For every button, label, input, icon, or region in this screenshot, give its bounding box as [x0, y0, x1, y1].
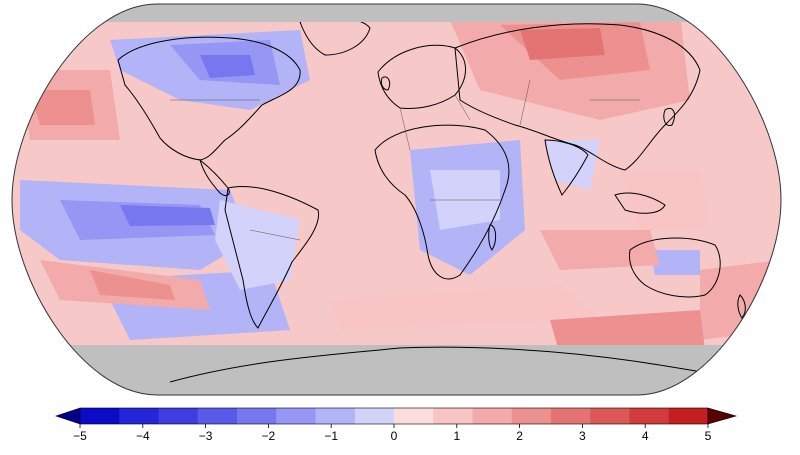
colorbar-tick-label: −5: [73, 429, 87, 443]
colorbar-segment: [80, 408, 120, 424]
coastline: [544, 139, 589, 196]
map-canvas: [11, 3, 782, 396]
anomaly-patch: [550, 310, 705, 355]
coastline: [169, 346, 761, 383]
colorbar-segment: [315, 408, 356, 424]
anomaly-patch: [120, 205, 215, 226]
coastline: [737, 294, 746, 319]
colorbar-tick-label: −4: [136, 429, 150, 443]
antarctic-missing-data: [12, 345, 781, 395]
colorbar-segment: [119, 408, 159, 424]
anomaly-map: [11, 3, 782, 396]
coastline: [117, 36, 301, 161]
coastline: [488, 224, 497, 251]
anomaly-patch: [620, 170, 710, 230]
coastline: [224, 186, 320, 329]
land-outlines: [117, 16, 746, 329]
arctic-missing-data: [12, 4, 781, 22]
colorbar-under-arrow: [55, 407, 81, 425]
anomaly-patch: [330, 285, 600, 330]
anomaly-patch: [200, 55, 255, 78]
colorbar-tick-label: −2: [262, 429, 276, 443]
colorbar-segment: [472, 408, 513, 424]
coastline: [454, 23, 701, 171]
anomaly-patch: [540, 230, 660, 270]
coastline: [663, 107, 675, 127]
colorbar-tick-label: −3: [199, 429, 213, 443]
colorbar-segment: [629, 408, 670, 424]
colorbar-segment: [237, 408, 277, 424]
colorbar-segment: [394, 408, 434, 424]
colorbar-segments: [55, 407, 738, 425]
coastline: [614, 192, 666, 214]
colorbar-tick-label: −1: [324, 429, 338, 443]
country-border: [399, 107, 411, 151]
anomaly-patches: [20, 15, 780, 355]
colorbar-segment: [158, 408, 199, 424]
country-border: [519, 79, 531, 126]
colorbar-segment: [668, 408, 709, 424]
colorbar-segment: [590, 408, 630, 424]
coastline: [377, 44, 466, 109]
antarctica-outline: [169, 346, 761, 383]
anomaly-patch: [650, 250, 700, 275]
colorbar-segment: [551, 408, 591, 424]
colorbar: −5 −4 −3 −2 −1 0 1 2 3 4 5: [0, 400, 800, 450]
anomaly-patch: [30, 90, 95, 125]
anomaly-patch: [215, 200, 300, 290]
country-border: [454, 94, 471, 121]
globe-outline: [11, 3, 782, 396]
colorbar-segment: [511, 408, 552, 424]
coastline: [629, 237, 721, 298]
colorbar-tick-label: 5: [705, 429, 712, 443]
coastline: [374, 124, 510, 280]
coastline: [380, 76, 391, 91]
colorbar-segment: [433, 408, 473, 424]
country-border: [249, 229, 301, 241]
colorbar-segment: [276, 408, 316, 424]
colorbar-tick-label: 0: [391, 429, 398, 443]
colorbar-canvas: −5 −4 −3 −2 −1 0 1 2 3 4 5: [55, 407, 738, 443]
colorbar-ticks: −5 −4 −3 −2 −1 0 1 2 3 4 5: [73, 424, 712, 443]
colorbar-tick-label: 1: [453, 429, 460, 443]
colorbar-segment: [354, 408, 395, 424]
anomaly-patch: [520, 28, 605, 60]
coastline: [199, 158, 230, 196]
anomaly-patch: [700, 260, 780, 340]
colorbar-segment: [197, 408, 238, 424]
colorbar-over-arrow: [707, 407, 738, 425]
colorbar-tick-label: 2: [516, 429, 523, 443]
colorbar-tick-label: 4: [642, 429, 649, 443]
anomaly-patch: [90, 270, 175, 300]
colorbar-tick-label: 3: [579, 429, 586, 443]
